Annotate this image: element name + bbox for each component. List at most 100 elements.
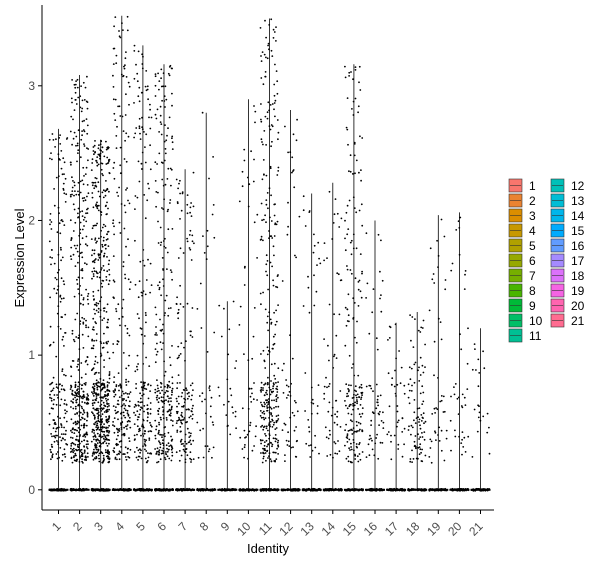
point-cluster-4 <box>113 451 116 453</box>
point-cluster-4 <box>123 227 126 230</box>
point-cluster-3 <box>94 355 97 358</box>
point-cluster-2 <box>76 458 79 461</box>
point-cluster-2 <box>85 424 88 427</box>
point-cluster-18 <box>424 420 427 423</box>
point-cluster-14 <box>323 398 326 400</box>
point-cluster-5 <box>143 405 146 407</box>
point-cluster-8 <box>198 395 201 397</box>
point-cluster-15 <box>347 228 350 231</box>
point-cluster-3 <box>93 298 95 300</box>
point-cluster-3 <box>108 357 111 360</box>
point-cluster-1 <box>60 426 63 428</box>
point-cluster-3 <box>92 181 95 184</box>
point-cluster-5 <box>138 100 141 103</box>
point-cluster-3 <box>106 408 109 411</box>
point-cluster-14 <box>325 436 328 439</box>
point-cluster-2 <box>86 363 89 366</box>
point-cluster-14 <box>328 190 331 193</box>
point-cluster-11 <box>273 31 276 33</box>
point-cluster-3 <box>91 184 94 187</box>
point-cluster-10 <box>241 170 244 173</box>
point-cluster-11 <box>270 321 273 324</box>
point-cluster-15 <box>358 453 361 455</box>
point-cluster-11 <box>264 214 266 217</box>
point-cluster-8 <box>201 400 204 403</box>
point-cluster-9 <box>223 403 225 406</box>
point-cluster-15 <box>352 78 354 81</box>
point-cluster-5 <box>148 187 150 190</box>
point-cluster-3 <box>97 307 100 310</box>
point-cluster-4 <box>118 440 121 443</box>
point-cluster-11 <box>270 442 273 444</box>
point-cluster-3 <box>106 162 109 165</box>
point-cluster-7 <box>182 418 185 421</box>
point-cluster-15 <box>344 429 346 432</box>
point-cluster-11 <box>259 27 262 29</box>
point-cluster-5 <box>149 291 152 294</box>
point-cluster-2 <box>76 365 79 368</box>
point-cluster-4 <box>117 105 119 108</box>
point-cluster-4 <box>128 440 131 442</box>
point-cluster-3 <box>90 169 93 172</box>
point-cluster-5 <box>133 451 136 453</box>
point-cluster-15 <box>357 374 360 377</box>
point-cluster-7 <box>188 436 191 438</box>
point-cluster-17 <box>391 377 394 380</box>
point-cluster-3 <box>91 277 93 280</box>
point-cluster-6 <box>168 403 171 406</box>
point-cluster-4 <box>122 411 125 414</box>
point-cluster-1 <box>52 407 54 410</box>
point-cluster-15 <box>345 324 348 327</box>
point-cluster-6 <box>171 376 174 379</box>
point-cluster-2 <box>84 262 86 265</box>
point-cluster-6 <box>158 440 160 442</box>
point-cluster-2 <box>74 386 77 389</box>
point-cluster-7 <box>189 229 192 232</box>
point-cluster-3 <box>95 395 98 397</box>
point-cluster-6 <box>164 458 167 461</box>
point-cluster-15 <box>358 209 361 212</box>
point-cluster-2 <box>74 452 77 455</box>
point-cluster-15 <box>350 446 352 448</box>
point-cluster-4 <box>113 425 116 428</box>
legend-label-18: 18 <box>571 269 585 283</box>
point-cluster-15 <box>351 433 354 435</box>
point-cluster-13 <box>319 262 322 265</box>
point-cluster-19 <box>443 235 446 238</box>
point-cluster-5 <box>136 410 139 413</box>
point-cluster-11 <box>267 383 269 385</box>
point-cluster-11 <box>259 439 262 441</box>
point-cluster-3 <box>98 414 100 416</box>
point-cluster-18 <box>421 432 423 434</box>
point-cluster-6 <box>159 226 162 229</box>
point-cluster-3 <box>95 177 98 180</box>
point-cluster-4 <box>115 54 118 57</box>
point-cluster-3 <box>94 303 97 306</box>
point-cluster-10 <box>241 407 244 410</box>
point-cluster-3 <box>91 328 94 331</box>
point-cluster-13 <box>314 446 317 449</box>
point-cluster-6 <box>169 269 172 271</box>
point-cluster-11 <box>265 439 268 442</box>
point-cluster-5 <box>138 180 141 183</box>
point-cluster-11 <box>267 42 270 45</box>
point-cluster-2 <box>74 384 77 387</box>
point-cluster-5 <box>137 50 140 53</box>
point-cluster-7 <box>182 448 185 451</box>
point-cluster-13 <box>316 264 318 266</box>
point-cluster-9 <box>223 307 225 310</box>
point-cluster-6 <box>171 447 174 450</box>
point-cluster-2 <box>83 426 85 429</box>
point-cluster-1 <box>62 157 65 160</box>
violin-base-1 <box>48 488 69 491</box>
point-cluster-2 <box>77 391 80 393</box>
point-cluster-3 <box>105 455 108 458</box>
point-cluster-18 <box>421 416 424 419</box>
point-cluster-21 <box>488 426 490 429</box>
point-cluster-11 <box>263 418 266 421</box>
point-cluster-14 <box>328 383 331 385</box>
point-cluster-12 <box>291 171 293 174</box>
point-cluster-19 <box>428 456 431 458</box>
point-cluster-5 <box>146 404 149 407</box>
point-cluster-13 <box>308 430 311 433</box>
